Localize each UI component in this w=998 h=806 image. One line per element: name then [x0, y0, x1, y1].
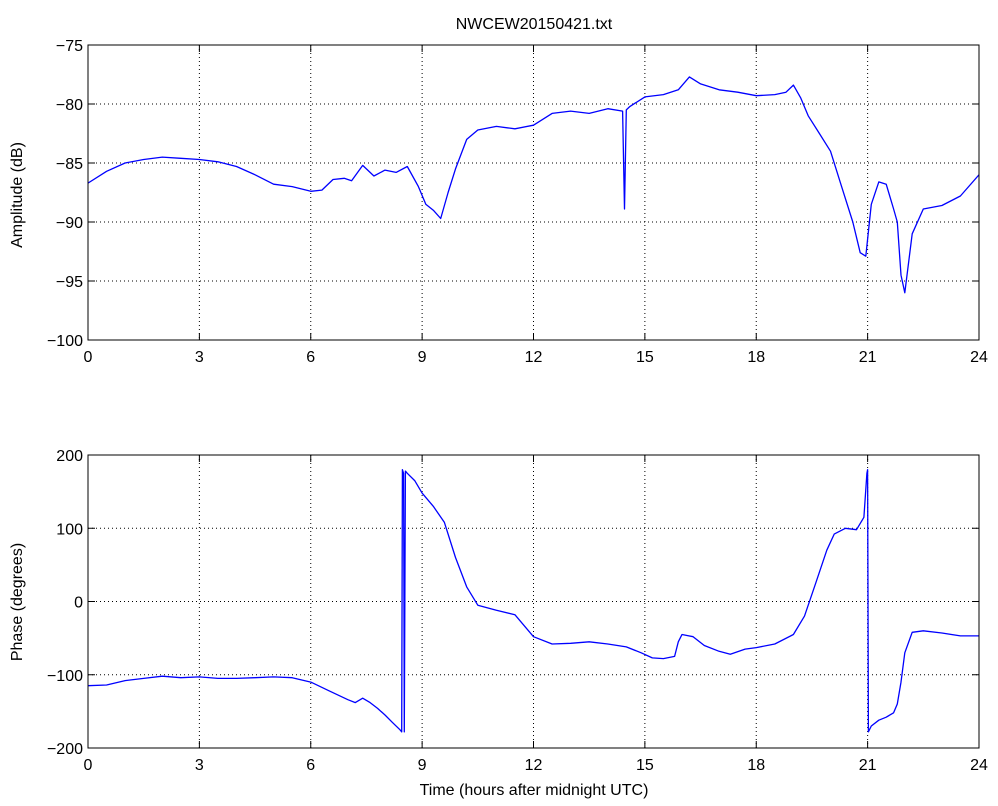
y-tick-label: 200 — [56, 448, 83, 465]
x-tick-label: 15 — [636, 757, 654, 774]
figure-title: NWCEW20150421.txt — [456, 16, 613, 33]
x-tick-label: 6 — [306, 757, 315, 774]
x-tick-label: 3 — [195, 349, 204, 366]
x-tick-label: 15 — [636, 349, 654, 366]
y-tick-label: −100 — [47, 668, 83, 685]
y-tick-label: −200 — [47, 741, 83, 758]
x-tick-label: 9 — [418, 349, 427, 366]
y-tick-label: −75 — [56, 38, 83, 55]
x-tick-label: 0 — [84, 349, 93, 366]
x-tick-label: 9 — [418, 757, 427, 774]
x-tick-label: 18 — [747, 757, 765, 774]
x-tick-label: 21 — [859, 349, 877, 366]
y-tick-label: −95 — [56, 274, 83, 291]
x-tick-label: 12 — [525, 349, 543, 366]
x-tick-label: 3 — [195, 757, 204, 774]
x-tick-label: 0 — [84, 757, 93, 774]
y-tick-label: 0 — [74, 595, 83, 612]
y-tick-label: 100 — [56, 521, 83, 538]
y-tick-label: −90 — [56, 215, 83, 232]
phase-xlabel: Time (hours after midnight UTC) — [420, 782, 649, 799]
plot-area — [88, 45, 979, 340]
amplitude-ylabel: Amplitude (dB) — [9, 142, 26, 248]
y-tick-label: −100 — [47, 333, 83, 350]
amplitude-axes: 0 3 6 9 12 15 18 21 24 −100 −95 −90 −85 −80 −75 — [47, 38, 988, 366]
phase-axes: 0 3 6 9 12 15 18 21 24 −200 −100 0 100 200 — [47, 448, 988, 774]
x-tick-label: 18 — [747, 349, 765, 366]
x-tick-label: 6 — [306, 349, 315, 366]
plot-area — [88, 455, 979, 748]
x-tick-label: 24 — [970, 349, 988, 366]
x-tick-label: 12 — [525, 757, 543, 774]
x-tick-label: 21 — [859, 757, 877, 774]
y-tick-label: −80 — [56, 97, 83, 114]
series-line — [88, 469, 979, 733]
y-tick-label: −85 — [56, 156, 83, 173]
phase-ylabel: Phase (degrees) — [9, 543, 26, 661]
series-line — [88, 76, 979, 294]
x-tick-label: 24 — [970, 757, 988, 774]
